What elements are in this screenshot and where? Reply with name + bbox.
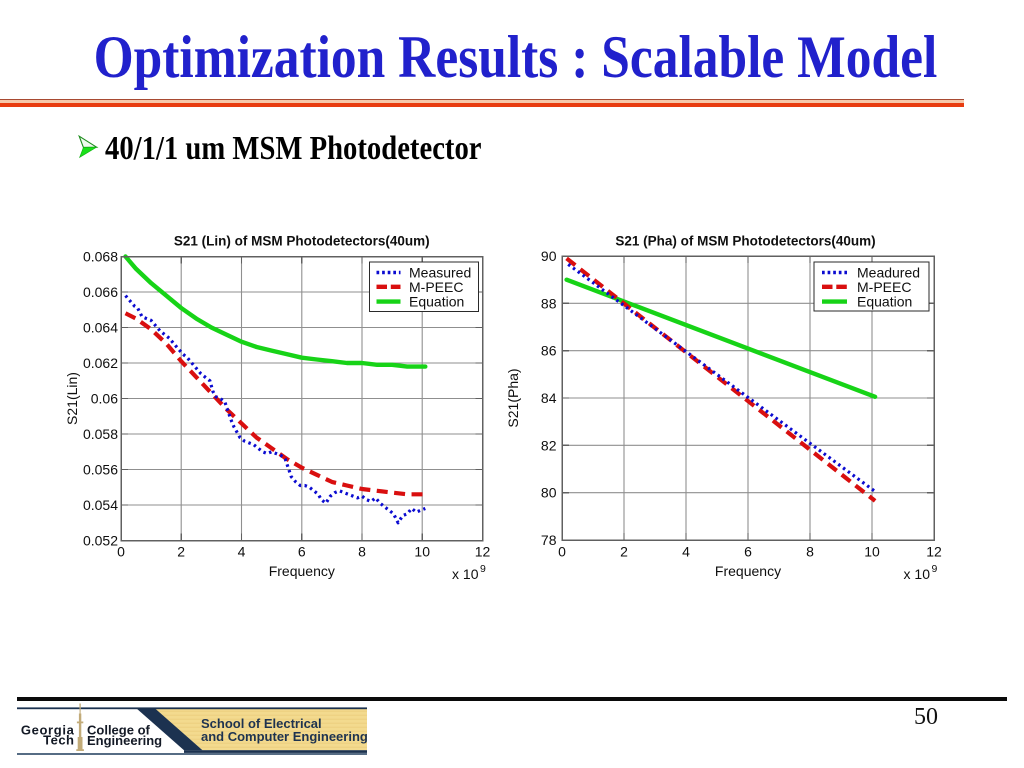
svg-text:Georgia: Georgia	[21, 722, 75, 737]
svg-text:and Computer Engineering: and Computer Engineering	[201, 729, 368, 744]
svg-text:90: 90	[541, 248, 557, 264]
svg-text:8: 8	[358, 544, 366, 560]
svg-text:12: 12	[475, 544, 491, 560]
svg-text:0: 0	[117, 544, 125, 560]
svg-text:Meadured: Meadured	[857, 265, 920, 281]
svg-text:0.052: 0.052	[83, 533, 118, 549]
svg-text:College of: College of	[87, 722, 151, 737]
svg-text:0.056: 0.056	[83, 462, 118, 478]
svg-text:0.06: 0.06	[91, 391, 118, 407]
svg-text:Frequency: Frequency	[269, 563, 335, 579]
svg-text:0: 0	[558, 544, 566, 560]
svg-text:0.062: 0.062	[83, 355, 118, 371]
svg-text:Engineering: Engineering	[87, 733, 162, 748]
svg-text:6: 6	[298, 544, 306, 560]
svg-text:4: 4	[682, 544, 690, 560]
svg-text:0.068: 0.068	[83, 249, 118, 265]
svg-text:0.066: 0.066	[83, 284, 118, 300]
svg-text:S21(Lin): S21(Lin)	[64, 372, 80, 425]
svg-text:S21 (Lin) of MSM Photodetector: S21 (Lin) of MSM Photodetectors(40um)	[174, 233, 430, 248]
svg-text:Equation: Equation	[409, 294, 464, 310]
svg-text:80: 80	[541, 485, 557, 501]
svg-text:0.058: 0.058	[83, 426, 118, 442]
svg-text:S21 (Pha) of MSM Photodetector: S21 (Pha) of MSM Photodetectors(40um)	[615, 233, 875, 248]
svg-text:9: 9	[932, 563, 938, 575]
svg-text:2: 2	[177, 544, 185, 560]
svg-text:School of Electrical: School of Electrical	[201, 716, 322, 731]
svg-text:4: 4	[238, 544, 246, 560]
svg-text:8: 8	[806, 544, 814, 560]
svg-text:M-PEEC: M-PEEC	[857, 279, 911, 295]
svg-text:Frequency: Frequency	[715, 563, 781, 579]
svg-text:S21(Pha): S21(Pha)	[505, 368, 521, 427]
svg-text:10: 10	[414, 544, 430, 560]
svg-text:2: 2	[620, 544, 628, 560]
svg-text:0.064: 0.064	[83, 320, 118, 336]
svg-text:0.054: 0.054	[83, 497, 118, 513]
svg-text:82: 82	[541, 437, 557, 453]
svg-text:78: 78	[541, 532, 557, 548]
svg-text:9: 9	[480, 563, 486, 575]
svg-text:10: 10	[864, 544, 880, 560]
svg-text:Measured: Measured	[409, 265, 471, 281]
svg-text:M-PEEC: M-PEEC	[409, 279, 463, 295]
svg-text:86: 86	[541, 343, 557, 359]
svg-text:x 10: x 10	[452, 566, 479, 582]
svg-text:Equation: Equation	[857, 294, 912, 310]
svg-text:6: 6	[744, 544, 752, 560]
svg-text:84: 84	[541, 390, 557, 406]
svg-text:88: 88	[541, 295, 557, 311]
svg-text:12: 12	[926, 544, 942, 560]
svg-text:Tech: Tech	[43, 733, 74, 748]
svg-text:x 10: x 10	[904, 566, 931, 582]
